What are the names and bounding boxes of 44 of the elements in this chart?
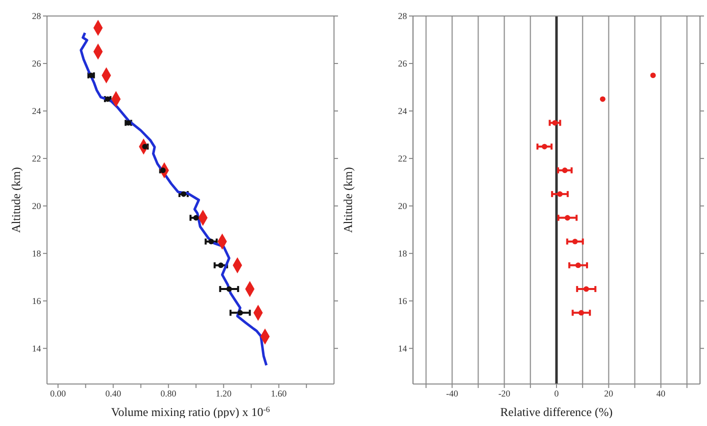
point: [226, 286, 232, 292]
y-tick-label: 22: [32, 154, 41, 164]
y-tick-label: 24: [32, 106, 42, 116]
x-tick-label: -20: [498, 388, 511, 398]
y-tick-label: 24: [398, 106, 408, 116]
point: [600, 96, 606, 102]
y-tick-label: 20: [32, 201, 42, 212]
y-tick-label: 28: [32, 11, 42, 22]
y-tick-label: 16: [32, 296, 42, 306]
y-tick-label: 14: [398, 344, 408, 354]
y-tick-label: 28: [398, 11, 408, 22]
point: [552, 120, 558, 126]
y-tick-label: 14: [32, 344, 42, 354]
point: [542, 144, 548, 150]
point: [650, 72, 656, 78]
point: [557, 191, 563, 197]
point: [218, 262, 224, 268]
point: [578, 310, 584, 316]
point: [562, 168, 568, 174]
x-tick-label: 1.20: [216, 388, 232, 398]
y-tick-label: 22: [398, 154, 407, 164]
point: [193, 215, 199, 221]
y-axis-title: Altitude (km): [9, 167, 23, 233]
point: [572, 238, 578, 244]
point: [208, 238, 214, 244]
x-tick-label: 0.40: [105, 388, 122, 398]
y-tick-label: 26: [398, 58, 408, 69]
y-tick-label: 20: [398, 201, 408, 212]
x-tick-label: 0.00: [50, 388, 66, 398]
y-axis-title: Altitude (km): [341, 167, 355, 233]
x-tick-label: -40: [446, 388, 459, 398]
y-tick-label: 16: [398, 296, 408, 306]
x-tick-label: 0.80: [160, 388, 177, 398]
point: [564, 215, 570, 221]
point: [575, 262, 581, 268]
x-tick-label: 0: [554, 388, 560, 398]
x-tick-label: 20: [604, 388, 614, 398]
y-tick-label: 18: [398, 248, 408, 259]
x-tick-label: 1.60: [270, 388, 288, 398]
point: [583, 286, 590, 292]
point: [237, 310, 243, 316]
y-tick-label: 18: [32, 248, 42, 259]
x-tick-label: 40: [656, 388, 666, 398]
y-tick-label: 26: [32, 58, 42, 69]
